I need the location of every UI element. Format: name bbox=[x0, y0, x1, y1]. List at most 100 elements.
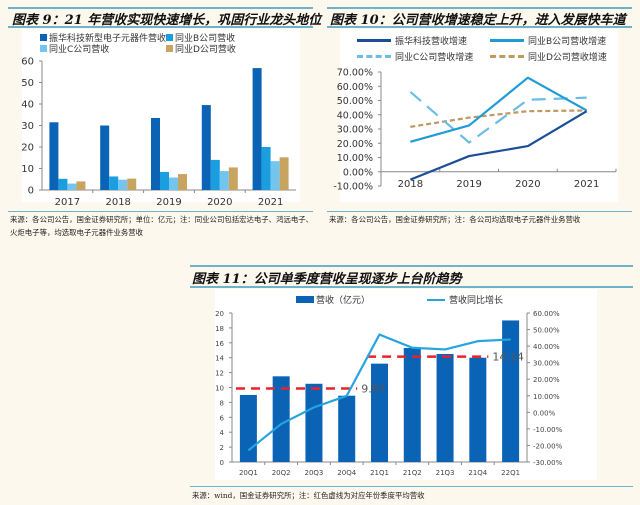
y-tick-label-left: 12 bbox=[215, 370, 224, 378]
fig9-title-bottom-rule bbox=[8, 26, 313, 28]
line-series-3 bbox=[410, 109, 587, 128]
legend-swatch bbox=[166, 45, 173, 52]
bar-2019-series-1 bbox=[160, 171, 169, 190]
y-tick-label-right: 50.00% bbox=[533, 327, 560, 335]
y-tick-label: 10 bbox=[21, 164, 34, 175]
x-tick-label: 20Q3 bbox=[305, 469, 324, 477]
fig10-source-note: 来源：各公司公告，国金证券研究所；注：各公司均选取电子元器件业务营收 bbox=[329, 215, 581, 224]
fig11-title: 图表 11：公司单季度营收呈现逐步上台阶趋势 bbox=[192, 272, 462, 287]
bar-2017-series-3 bbox=[76, 181, 86, 190]
fig10-title: 图表 10：公司营收增速稳定上升，进入发展快车道 bbox=[330, 13, 626, 28]
bar-21Q1 bbox=[371, 363, 388, 462]
y-tick-label: -10.00% bbox=[333, 182, 373, 193]
bar-2017-series-1 bbox=[58, 178, 68, 190]
y-tick-label: 0.00% bbox=[343, 167, 373, 178]
fig9-legend-item-peer-b: 同业B公司营收 bbox=[166, 31, 235, 44]
y-tick-label: 50 bbox=[21, 78, 34, 89]
y-tick-label-right: 20.00% bbox=[533, 376, 560, 384]
bar-2021-series-3 bbox=[279, 157, 289, 190]
fig11-chart: 0 2 4 6 8 10 12 14 16 18 20 -30.00% -20.00% -10.00% 0.… bbox=[215, 310, 563, 477]
fig10-legend-item-zhenhua: 振华科技营收增速 bbox=[357, 34, 467, 47]
x-tick-label: 2017 bbox=[55, 197, 80, 208]
bar-2017-series-0 bbox=[49, 122, 59, 190]
x-tick-label: 22Q1 bbox=[501, 469, 520, 477]
bar-2021-series-1 bbox=[261, 147, 271, 190]
bar-21Q3 bbox=[436, 353, 454, 462]
legend-label: 同业B公司营收增速 bbox=[528, 37, 607, 47]
legend-label: 同业C公司营收增速 bbox=[395, 53, 474, 63]
fig9-legend-item-peer-d: 同业D公司营收 bbox=[166, 42, 236, 55]
bar-21Q2 bbox=[403, 348, 421, 462]
fig9-legend-item-zhenhua: 振华科技新型电子元器件营收 bbox=[40, 31, 166, 44]
fig10-note-rule bbox=[327, 211, 632, 212]
y-tick-label-left: 14 bbox=[215, 355, 224, 363]
y-tick-label-right: -10.00% bbox=[533, 426, 563, 434]
legend-swatch bbox=[166, 34, 173, 41]
legend-label: 同业B公司营收 bbox=[175, 34, 236, 44]
line-series-0 bbox=[409, 110, 588, 181]
line-series-1 bbox=[410, 76, 588, 143]
y-tick-label-right: -30.00% bbox=[533, 459, 563, 467]
bar-20Q1 bbox=[239, 394, 257, 462]
y-tick-label: 20.00% bbox=[337, 139, 373, 150]
bar-21Q4 bbox=[469, 357, 487, 462]
legend-label: 振华科技新型电子元器件营收 bbox=[49, 34, 167, 44]
x-tick-label: 2018 bbox=[105, 197, 130, 208]
fig10-title-bottom-rule bbox=[327, 26, 632, 28]
bar-2019-series-2 bbox=[169, 177, 178, 190]
fig9-chart: 0 10 20 30 40 50 60 2017 2018 2019 2020 2021 bbox=[21, 57, 296, 208]
legend-swatch bbox=[357, 55, 391, 58]
y-tick-label-left: 2 bbox=[220, 444, 224, 452]
y-tick-label-right: 0.00% bbox=[533, 409, 556, 417]
fig10-legend-item-peer-c: 同业C公司营收增速 bbox=[357, 50, 473, 63]
x-tick-label: 20Q4 bbox=[337, 469, 356, 477]
legend-swatch bbox=[427, 298, 445, 301]
bar-2020-series-0 bbox=[201, 105, 211, 190]
y-tick-label-left: 0 bbox=[220, 459, 224, 467]
fig10-chart: -10.00% 0.00% 10.00% 20.00% 30.00% 40.00% 50.0… bbox=[333, 68, 617, 193]
x-tick-label: 20Q2 bbox=[272, 469, 291, 477]
bar-2020-series-1 bbox=[210, 159, 220, 190]
bar-2021-series-0 bbox=[252, 68, 262, 190]
y-tick-label-left: 6 bbox=[220, 414, 225, 422]
fig11-title-top-rule bbox=[190, 265, 633, 267]
avg-reference-label: 9.87 bbox=[361, 382, 386, 395]
fig10-title-top-rule bbox=[327, 7, 632, 9]
y-tick-label-left: 20 bbox=[215, 310, 224, 318]
x-tick-label: 2018 bbox=[398, 179, 423, 190]
fig11-legend-item-yoy: 营收同比增长 bbox=[427, 293, 503, 306]
y-tick-label: 50.00% bbox=[337, 96, 373, 107]
bar-20Q3 bbox=[305, 383, 323, 462]
bar-2021-series-2 bbox=[270, 161, 280, 190]
bar-2017-series-2 bbox=[67, 183, 77, 190]
y-tick-label: 10.00% bbox=[337, 153, 373, 164]
bar-22Q1 bbox=[502, 320, 520, 462]
y-tick-label-left: 16 bbox=[215, 340, 224, 348]
fig9-title: 图表 9：21 年营收实现快速增长，巩固行业龙头地位 bbox=[12, 13, 322, 28]
fig11-source-note: 来源：wind，国金证券研究所；注：红色虚线为对应年份季度平均营收 bbox=[192, 491, 425, 500]
x-tick-label: 2020 bbox=[515, 179, 540, 190]
bar-2019-series-3 bbox=[178, 174, 187, 190]
x-tick-label: 21Q2 bbox=[403, 469, 422, 477]
y-tick-label: 60.00% bbox=[337, 82, 373, 93]
y-tick-label: 40 bbox=[21, 100, 34, 111]
fig11-note-rule bbox=[190, 486, 633, 487]
y-tick-label-right: 30.00% bbox=[533, 360, 560, 368]
y-tick-label: 30 bbox=[21, 121, 34, 132]
bar-2018-series-3 bbox=[127, 178, 137, 190]
legend-swatch bbox=[40, 45, 47, 52]
bar-2020-series-2 bbox=[219, 171, 229, 190]
y-tick-label: 70.00% bbox=[337, 68, 373, 79]
bar-2019-series-0 bbox=[151, 117, 160, 190]
fig9-source-note: 来源：各公司公告，国金证券研究所；单位：亿元；注：同业公司包括宏达电子、鸿远电子… bbox=[10, 215, 314, 237]
bar-2018-series-1 bbox=[109, 176, 119, 190]
x-tick-label: 21Q1 bbox=[370, 469, 389, 477]
y-tick-label: 40.00% bbox=[337, 110, 373, 121]
legend-swatch bbox=[490, 55, 524, 58]
y-tick-label-right: -20.00% bbox=[533, 442, 563, 450]
legend-swatch bbox=[296, 296, 314, 303]
legend-label: 振华科技营收增速 bbox=[395, 37, 468, 47]
y-tick-label-left: 8 bbox=[220, 399, 224, 407]
fig11-legend-item-revenue: 营收（亿元） bbox=[296, 293, 370, 306]
x-tick-label: 2019 bbox=[156, 197, 181, 208]
